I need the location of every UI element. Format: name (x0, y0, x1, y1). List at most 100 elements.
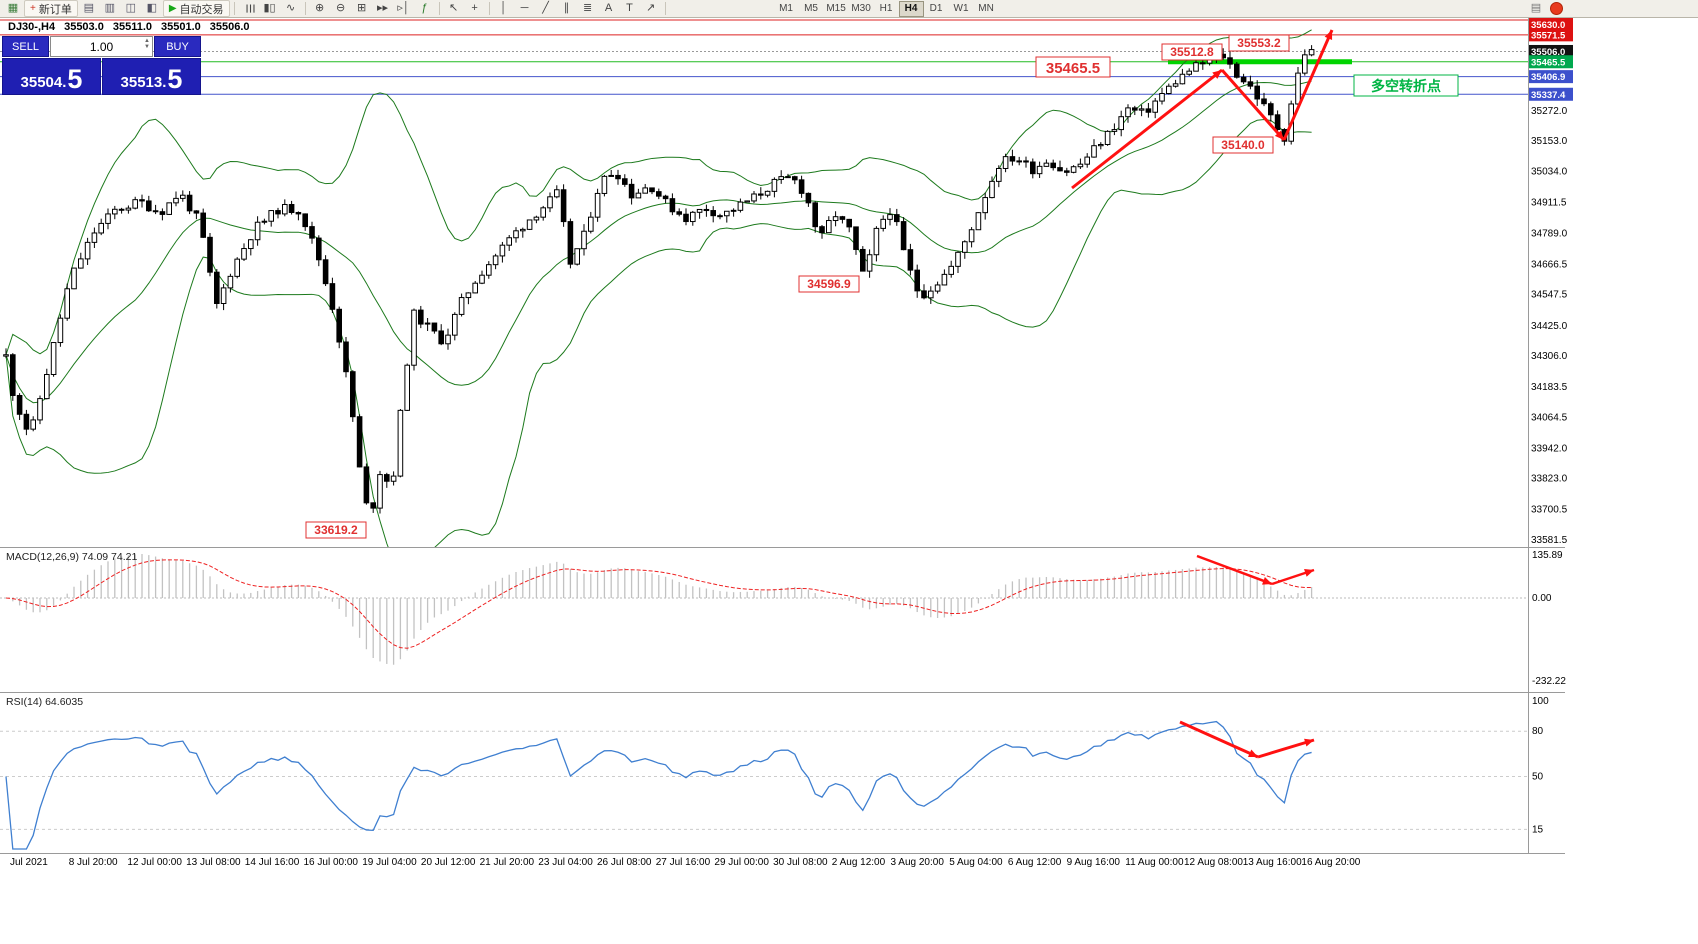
navigator-icon[interactable]: ◧ (142, 1, 162, 16)
rsi-panel-separator[interactable] (0, 692, 1565, 693)
cursor-icon[interactable]: ↖ (444, 1, 464, 16)
timeframe-m1[interactable]: M1 (779, 3, 793, 14)
indicators-icon[interactable]: ƒ (415, 1, 435, 16)
buy-button[interactable]: BUY (154, 36, 201, 57)
lot-spinner[interactable]: ▲ ▼ (144, 38, 150, 50)
price-tick-label: 34306.0 (1531, 351, 1568, 362)
svg-text:35337.4: 35337.4 (1531, 90, 1566, 101)
price-axis-line (1528, 18, 1529, 853)
rsi-label: RSI(14) 64.6035 (6, 696, 83, 708)
chart-profiles-icon[interactable]: ▤ (79, 1, 99, 16)
timeframe-w1[interactable]: W1 (953, 3, 969, 14)
crosshair-icon[interactable]: + (465, 1, 485, 16)
notification-badge[interactable] (1550, 2, 1563, 15)
sell-button[interactable]: SELL (2, 36, 49, 57)
rsi-annotation-arrow[interactable] (1257, 738, 1315, 759)
price-tag-35571.5[interactable]: 35571.5 (1529, 28, 1573, 42)
trend-arrow[interactable] (1220, 69, 1286, 141)
high-value: 35511.0 (112, 21, 152, 33)
price-annotation-label[interactable]: 34596.9 (798, 275, 860, 293)
turning-point-label[interactable]: 多空转折点 (1353, 74, 1459, 97)
line-chart-icon[interactable]: ∿ (281, 1, 301, 16)
price-tag-35506.0[interactable]: 35506.0 (1529, 44, 1573, 58)
buy-price-display[interactable]: 35513. 5 (102, 58, 201, 95)
fibonacci-icon[interactable]: ≣ (578, 1, 598, 16)
price-annotation-label[interactable]: 35140.0 (1212, 136, 1274, 154)
timeframe-m5[interactable]: M5 (804, 3, 818, 14)
price-annotation-label[interactable]: 35512.8 (1161, 43, 1223, 61)
channel-icon: ∥ (563, 2, 570, 14)
price-annotation-label[interactable]: 35553.2 (1228, 34, 1290, 52)
rsi-annotation-arrow[interactable] (1179, 720, 1259, 759)
new-order-button: + (30, 2, 36, 14)
time-label: 29 Jul 00:00 (714, 857, 769, 868)
bar-chart-icon[interactable]: ☰ (239, 1, 259, 16)
price-tag-35465.5[interactable]: 35465.5 (1529, 55, 1573, 69)
time-label: 16 Jul 00:00 (303, 857, 359, 868)
timeframe-h4[interactable]: H4 (898, 0, 924, 17)
timeframe-mn[interactable]: MN (978, 3, 994, 14)
news-icon[interactable]: ▤ (1526, 1, 1546, 16)
sell-price-big-digit: 5 (67, 64, 83, 95)
text-icon[interactable]: A (599, 1, 619, 16)
sell-price-display[interactable]: 35504. 5 (2, 58, 101, 95)
auto-trading-button[interactable]: ▶ 自动交易 (162, 0, 230, 17)
rsi-indicator-panel[interactable]: 100 80 50 15 RSI(14) 64.6035 (0, 693, 1698, 853)
macd-annotation-arrow[interactable] (1271, 568, 1315, 586)
macd-axis-label: 0.00 (1532, 593, 1552, 604)
zoom-out-icon: ⊖ (335, 2, 346, 14)
timeframe-m30[interactable]: M30 (851, 3, 871, 14)
zoom-in-icon[interactable]: ⊕ (310, 1, 330, 16)
price-tick-label: 35034.0 (1531, 166, 1568, 177)
macd-panel-separator[interactable] (0, 547, 1565, 548)
auto-scroll-icon[interactable]: ▸▸ (373, 1, 393, 16)
time-label: 13 Aug 16:00 (1242, 857, 1302, 868)
symbol-ohlc-readout: DJ30-,H4 35503.0 35511.0 35501.0 35506.0 (8, 21, 250, 33)
candlesticks (3, 45, 1315, 514)
price-tag-35630.0[interactable]: 35630.0 (1529, 18, 1573, 31)
time-label: 27 Jul 16:00 (655, 857, 711, 868)
chart-shift-icon[interactable]: ▹│ (394, 1, 414, 16)
lot-size-input[interactable]: 1.00 ▲ ▼ (50, 36, 153, 57)
price-tag-35337.4[interactable]: 35337.4 (1529, 87, 1573, 101)
new-order-button[interactable]: + 新订单 (24, 0, 78, 17)
trend-arrow[interactable] (1282, 29, 1334, 141)
market-watch-icon[interactable]: ▥ (100, 1, 120, 16)
timeframe-d1[interactable]: D1 (929, 3, 943, 14)
trendline-icon[interactable]: ╱ (536, 1, 556, 16)
symbol-timeframe-label: DJ30-,H4 (8, 21, 56, 33)
chart-window-icon[interactable]: ▦ (3, 1, 23, 16)
timeframe-h1[interactable]: H1 (879, 3, 893, 14)
candlestick-chart-icon[interactable]: ▮▯ (260, 1, 280, 16)
price-annotation-label[interactable]: 35465.5 (1035, 56, 1111, 78)
arrows-tool-icon[interactable]: ↗ (641, 1, 661, 16)
one-click-trading-panel: SELL 1.00 ▲ ▼ BUY 35504. 5 35513. 5 (2, 36, 201, 95)
text-label-icon[interactable]: T (620, 1, 640, 16)
price-chart[interactable]: 35465.5 35512.8 35553.2 35140.0 34596.9 33619… (0, 18, 1698, 547)
horizontal-line-icon[interactable]: ─ (515, 1, 535, 16)
vertical-line-icon[interactable]: │ (494, 1, 514, 16)
macd-histogram (12, 554, 1313, 665)
price-annotation-label[interactable]: 33619.2 (305, 521, 367, 539)
zoom-out-icon[interactable]: ⊖ (331, 1, 351, 16)
price-tick-label: 34547.5 (1531, 290, 1568, 301)
data-window-icon[interactable]: ◫ (121, 1, 141, 16)
rsi-axis-label: 50 (1532, 772, 1544, 783)
price-tag-35406.9[interactable]: 35406.9 (1529, 70, 1573, 84)
macd-indicator-panel[interactable]: MACD(12,26,9) 74.09 74.21 135.89 0.00 -232.… (0, 548, 1698, 687)
timeframe-m15[interactable]: M15 (826, 3, 846, 14)
time-label: 30 Jul 08:00 (773, 857, 828, 868)
time-axis[interactable]: Jul 2021 8 Jul 20:00 12 Jul 00:00 13 Jul 08… (0, 853, 1565, 873)
zoom-in-icon: ⊕ (314, 2, 325, 14)
fibonacci-icon: ≣ (582, 2, 593, 14)
trend-arrow[interactable] (1071, 68, 1223, 190)
svg-text:34596.9: 34596.9 (807, 277, 851, 291)
macd-label: MACD(12,26,9) 74.09 74.21 (6, 551, 137, 563)
tile-windows-icon[interactable]: ⊞ (352, 1, 372, 16)
channel-icon[interactable]: ∥ (557, 1, 577, 16)
time-label: 5 Aug 04:00 (949, 857, 1003, 868)
price-tick-label: 35153.0 (1531, 136, 1568, 147)
macd-annotation-arrow[interactable] (1196, 554, 1273, 586)
time-label: 9 Aug 16:00 (1066, 857, 1120, 868)
bar-chart-icon: ☰ (243, 3, 256, 14)
